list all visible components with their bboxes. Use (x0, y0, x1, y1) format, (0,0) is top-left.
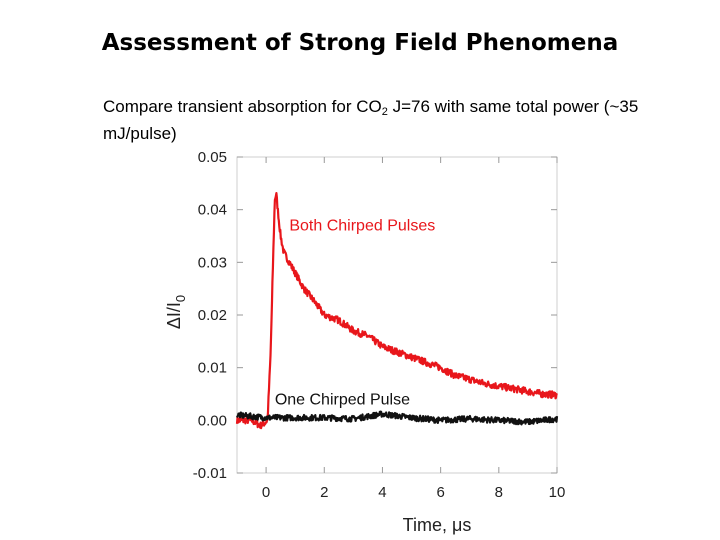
y-tick-label: 0.02 (198, 307, 227, 324)
series-annotation: Both Chirped Pulses (289, 218, 435, 235)
series-line-0 (235, 192, 558, 430)
x-tick-label: 6 (436, 484, 444, 501)
y-tick-label: 0.05 (198, 149, 227, 166)
plot-frame (236, 156, 558, 474)
y-tick-label: 0.03 (198, 254, 227, 271)
series-annotation: One Chirped Pulse (275, 392, 410, 409)
axis-labels: Both Chirped Pulses One Chirped Pulse Time… (164, 218, 471, 535)
y-tick-label: 0.04 (198, 202, 227, 219)
y-axis-label-subscript: 0 (173, 295, 188, 302)
subtitle-subscript: 2 (381, 106, 388, 118)
x-tick-label: 0 (262, 484, 270, 501)
x-tick-label: 2 (320, 484, 328, 501)
y-tick-label: -0.01 (193, 465, 227, 482)
x-tick-label: 4 (378, 484, 386, 501)
series-line-1 (235, 410, 559, 426)
y-tick-label: 0.01 (198, 360, 227, 377)
y-axis-label-main: ΔI/I (164, 302, 184, 329)
y-axis-label: ΔI/I0 (164, 295, 188, 329)
series-layer (235, 192, 559, 430)
slide-title: Assessment of Strong Field Phenomena (101, 30, 619, 56)
subtitle-text-end: J=76 with same total power (~35 mJ/pulse… (103, 97, 639, 143)
y-tick-label: 0.00 (198, 412, 227, 429)
subtitle-text: Compare transient absorption for CO (103, 97, 382, 116)
slide-subtitle: Compare transient absorption for CO2 J=7… (103, 96, 663, 144)
x-tick-label: 8 (495, 484, 503, 501)
x-axis-label: Time, μs (403, 515, 472, 535)
axis-ticks: -0.01 0.00 0.01 0.02 0.03 0.04 0.05 0 2 4 6 8 10 (193, 149, 566, 501)
x-tick-label: 10 (549, 484, 566, 501)
